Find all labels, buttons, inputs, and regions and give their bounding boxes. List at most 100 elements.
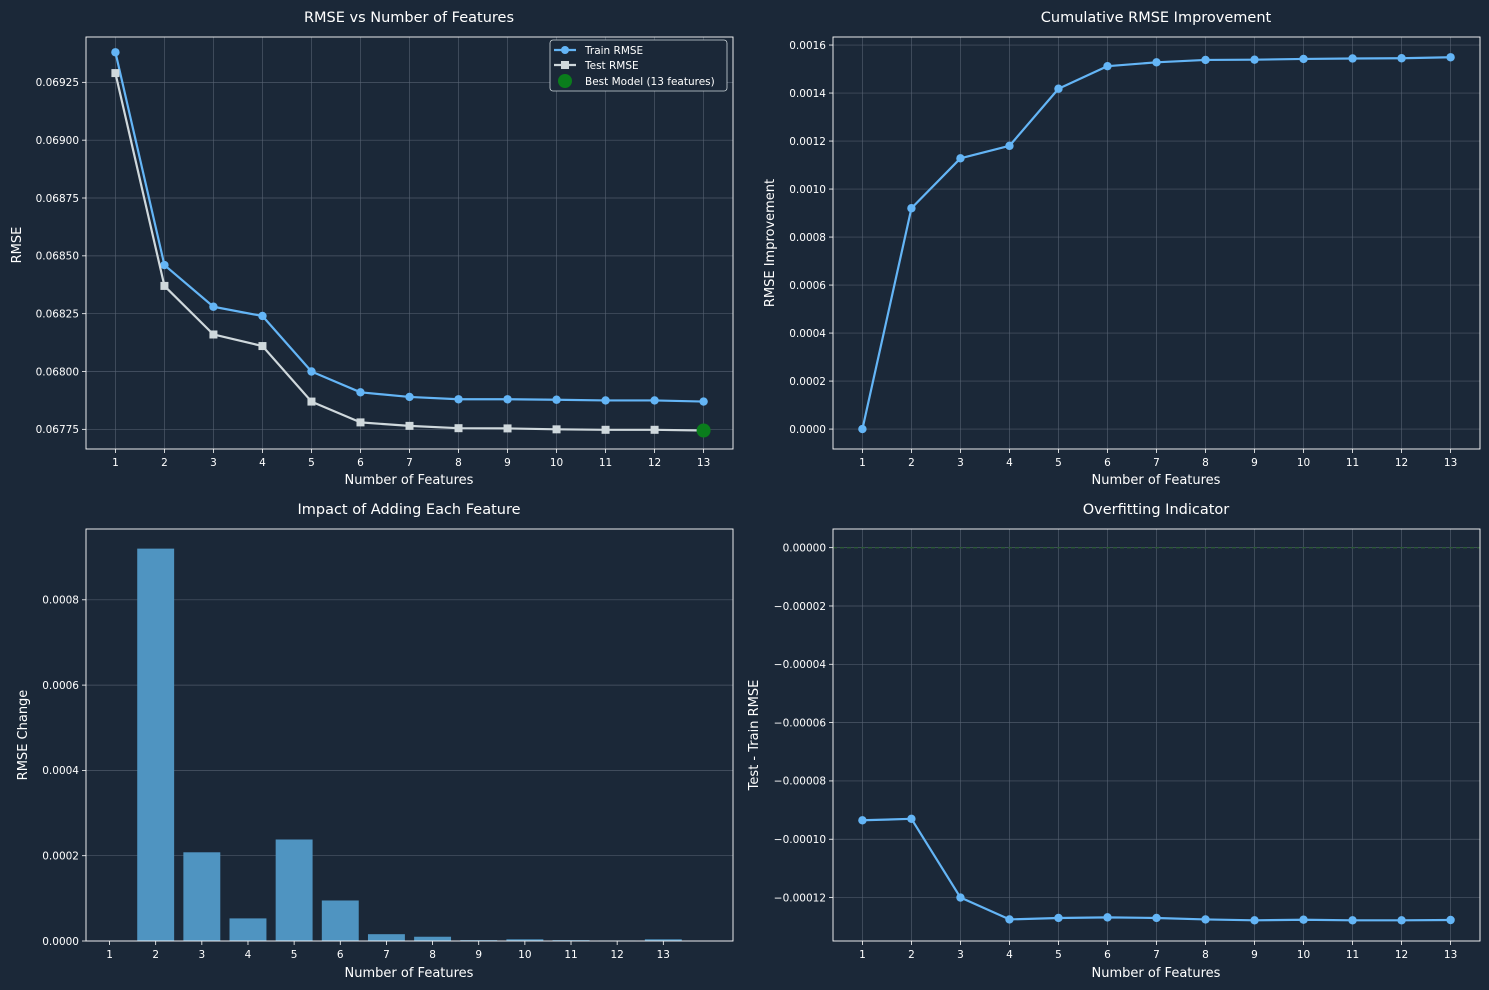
x-tick-label: 4: [1006, 949, 1013, 961]
x-tick-label: 2: [908, 949, 915, 961]
x-tick-label: 7: [1153, 457, 1160, 469]
legend-best-label: Best Model (13 features): [585, 76, 715, 88]
series-point-1: [956, 154, 965, 163]
y-tick-label: 0.0014: [789, 88, 826, 100]
y-tick-label: 0.0010: [789, 184, 826, 196]
y-tick-label: −0.00006: [774, 717, 827, 729]
y-tick-label: 0.0000: [42, 936, 79, 948]
x-tick-label: 8: [429, 949, 436, 961]
series-point-1: [1250, 916, 1259, 925]
x-tick-label: 10: [1297, 949, 1310, 961]
series-point-1: [1299, 54, 1308, 64]
y-tick-label: 0.0016: [789, 40, 826, 52]
bar: [414, 936, 452, 941]
series-point-1: [160, 260, 169, 270]
x-tick-label: 10: [550, 457, 563, 469]
series-point-1: [1446, 915, 1455, 925]
x-tick-label: 4: [259, 457, 266, 469]
x-tick-label: 9: [504, 457, 511, 469]
series-point-1: [552, 395, 561, 404]
plot-frame: [85, 36, 734, 450]
x-tick-label: 5: [291, 949, 298, 961]
series-point-1: [858, 816, 867, 825]
y-tick-label: 0.00000: [783, 542, 826, 554]
y-tick-label: 0.0004: [789, 328, 826, 340]
series-point-1: [1152, 58, 1161, 67]
y-tick-label: −0.00010: [774, 834, 826, 846]
y-tick-label: 0.06925: [36, 77, 79, 89]
chart-title: RMSE vs Number of Features: [304, 10, 514, 26]
series-point-1: [1152, 913, 1161, 923]
bar: [275, 839, 313, 941]
chart-title: Overfitting Indicator: [1083, 502, 1230, 518]
legend-test-label: Test RMSE: [584, 60, 639, 72]
y-tick-label: 0.06900: [36, 135, 79, 147]
series-point-1: [1201, 915, 1210, 924]
series-point-1: [1250, 55, 1259, 64]
bar: [183, 852, 221, 941]
y-axis-label: RMSE: [10, 227, 25, 264]
series-point-1: [1005, 141, 1014, 151]
x-tick-label: 3: [957, 949, 964, 961]
series-point-1: [699, 397, 708, 406]
best-model-point: [696, 423, 711, 438]
x-tick-label: 12: [648, 457, 661, 469]
series-point-2: [503, 424, 512, 433]
series-point-1: [1446, 53, 1455, 62]
series-point-2: [111, 69, 120, 78]
series-point-1: [601, 396, 610, 405]
x-tick-label: 10: [1297, 457, 1310, 469]
y-tick-label: −0.00004: [774, 659, 827, 671]
series-point-1: [1005, 915, 1014, 924]
series-point-1: [356, 388, 365, 397]
plot-area: 1 2 3 4 5 6 7 8 9 10 11 12 130.067750.068000.068250.…: [36, 36, 734, 469]
plot-frame: [832, 36, 1481, 450]
y-axis-label: Test - Train RMSE: [747, 680, 762, 792]
plot-frame: [85, 528, 734, 942]
series-point-2: [356, 418, 365, 427]
x-tick-label: 11: [1346, 949, 1359, 961]
y-tick-label: 0.0012: [789, 136, 826, 148]
chart-title: Impact of Adding Each Feature: [297, 502, 520, 518]
x-tick-label: 9: [1251, 457, 1258, 469]
y-tick-label: 0.0000: [789, 424, 826, 436]
series-point-1: [858, 424, 867, 434]
bar: [506, 939, 544, 941]
series-point-1: [1054, 84, 1063, 93]
x-tick-label: 6: [337, 949, 344, 961]
rmse-vs-features-panel: RMSE vs Number of Features Number of Fea…: [10, 10, 734, 488]
legend-box: [549, 39, 728, 92]
x-tick-label: 7: [406, 457, 413, 469]
x-tick-label: 1: [859, 457, 866, 469]
x-tick-label: 8: [1202, 457, 1209, 469]
x-tick-label: 12: [1395, 949, 1408, 961]
legend-train-label: Train RMSE: [584, 45, 643, 57]
x-tick-label: 6: [1104, 949, 1111, 961]
x-tick-label: 1: [106, 949, 113, 961]
x-axis-label: Number of Features: [345, 966, 474, 981]
x-tick-label: 13: [1444, 949, 1457, 961]
y-axis-label: RMSE Improvement: [763, 179, 778, 307]
series-point-2: [258, 342, 267, 351]
x-tick-label: 2: [908, 457, 915, 469]
x-tick-label: 7: [383, 949, 390, 961]
x-tick-label: 3: [198, 949, 205, 961]
series-point-1: [503, 395, 512, 404]
y-tick-label: −0.00002: [774, 601, 826, 613]
legend: Train RMSE Test RMSE Best Model (13 feat…: [549, 39, 728, 92]
x-tick-label: 12: [610, 949, 623, 961]
x-tick-label: 5: [308, 457, 315, 469]
x-tick-label: 3: [957, 457, 964, 469]
series-point-1: [956, 893, 965, 902]
y-tick-label: 0.0002: [42, 850, 79, 862]
x-tick-label: 5: [1055, 457, 1062, 469]
series-point-1: [1397, 916, 1406, 925]
x-tick-label: 10: [518, 949, 531, 961]
series-point-1: [454, 395, 463, 404]
series-point-2: [601, 425, 610, 434]
series-point-1: [1103, 61, 1112, 71]
y-tick-label: −0.00012: [774, 892, 826, 904]
series-point-1: [650, 396, 659, 405]
x-tick-label: 11: [599, 457, 612, 469]
